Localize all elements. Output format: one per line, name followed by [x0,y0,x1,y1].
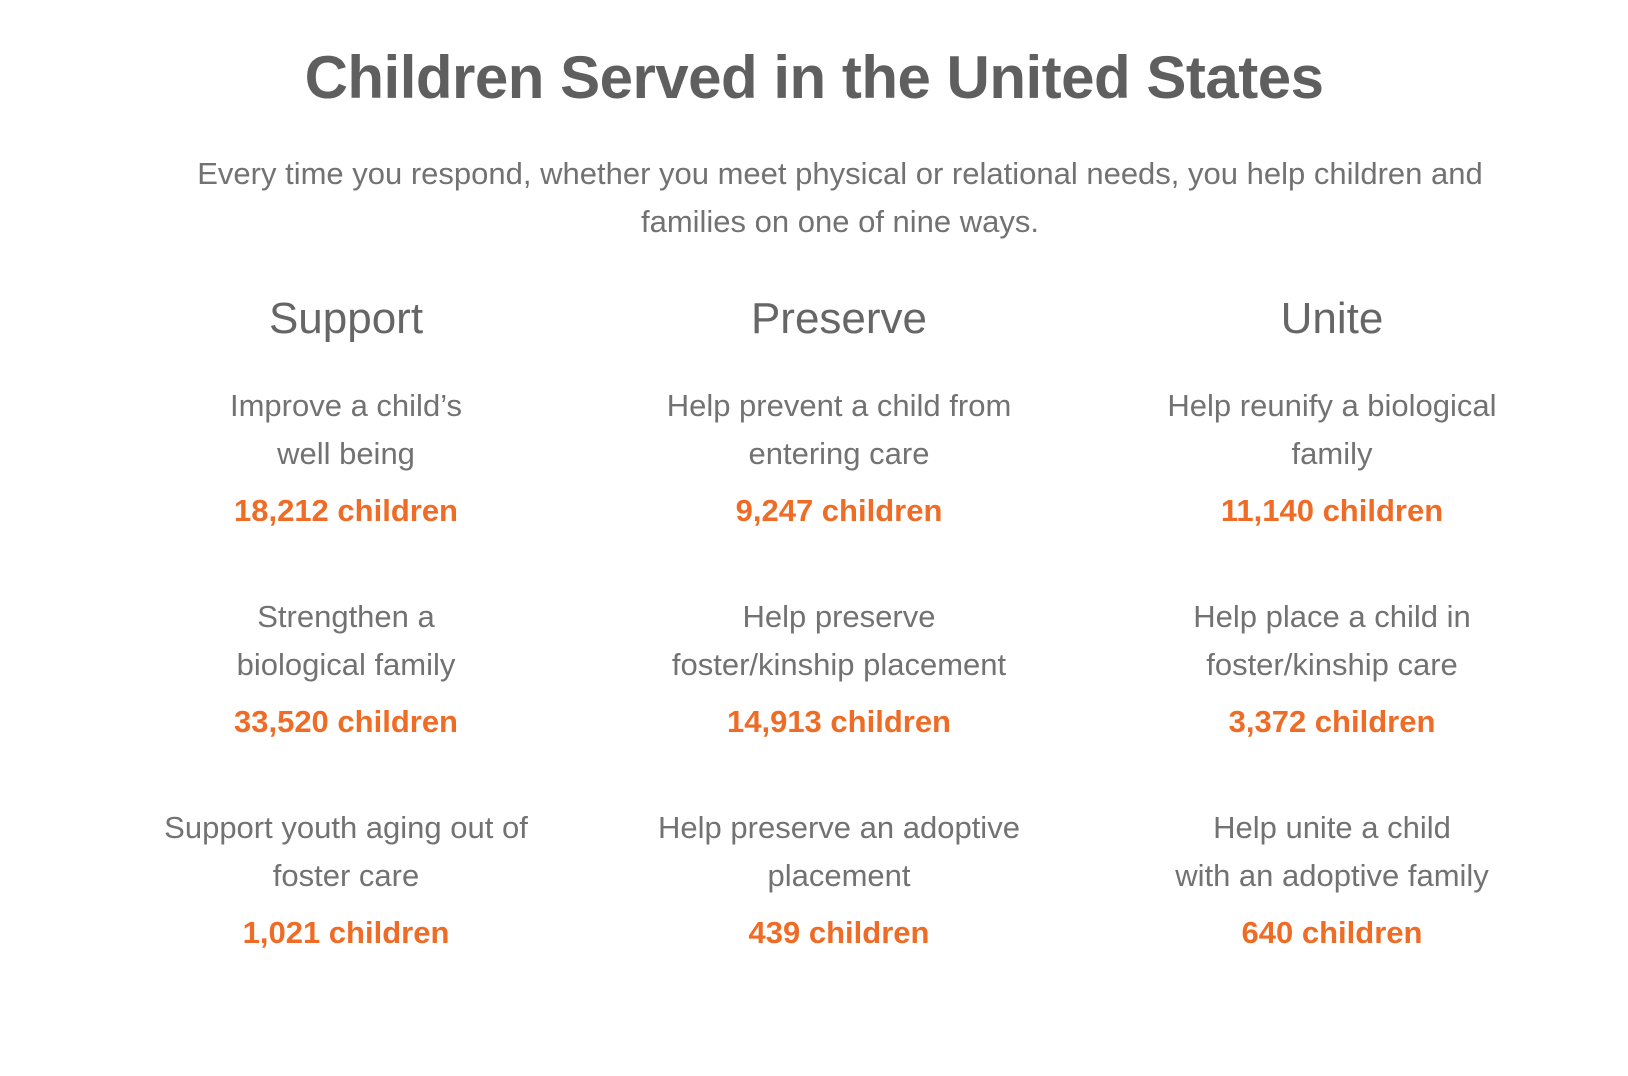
stat-description: Help preserve an adoptive placement [658,810,1020,893]
stat-count: 9,247 children [735,493,943,528]
stat-description: Help prevent a child from entering care [666,388,1012,471]
stat-count: 11,140 children [1220,493,1444,528]
stat-description: Help reunify a biological family [1167,388,1497,471]
stat-description: Help unite a child with an adoptive fami… [1175,810,1489,893]
stat-count: 640 children [1241,915,1423,950]
page-title: Children Served in the United States [304,44,1324,111]
stat-item: Help place a child in foster/kinship car… [1097,593,1567,742]
stat-description: Improve a child’s well being [229,388,463,471]
column-heading-unite: Unite [1280,294,1384,343]
page-subtitle: Every time you respond, whether you meet… [197,156,1483,239]
column-support: Support Improve a child’s well being 18,… [111,290,581,950]
stat-item: Strengthen a biological family 33,520 ch… [111,593,581,742]
stat-count: 3,372 children [1228,704,1436,739]
stat-item: Improve a child’s well being 18,212 chil… [111,382,581,531]
stat-count: 1,021 children [242,915,450,950]
stat-count: 33,520 children [233,704,458,739]
stat-item: Help preserve an adoptive placement 439 … [604,804,1074,953]
stat-item: Help unite a child with an adoptive fami… [1097,804,1567,953]
stat-description: Support youth aging out of foster care [164,810,528,893]
stat-count: 14,913 children [726,704,951,739]
stat-count: 439 children [748,915,930,950]
stat-description: Help place a child in foster/kinship car… [1193,599,1471,682]
column-heading-preserve: Preserve [750,294,928,343]
stat-count: 18,212 children [233,493,458,528]
column-unite: Unite Help reunify a biological family 1… [1097,290,1567,950]
column-heading-support: Support [268,294,424,343]
stat-item: Support youth aging out of foster care 1… [111,804,581,953]
column-preserve: Preserve Help prevent a child from enter… [604,290,1074,950]
stat-description: Strengthen a biological family [236,599,456,682]
stat-item: Help preserve foster/kinship placement 1… [604,593,1074,742]
stat-item: Help reunify a biological family 11,140 … [1097,382,1567,531]
stat-item: Help prevent a child from entering care … [604,382,1074,531]
stat-description: Help preserve foster/kinship placement [671,599,1007,682]
